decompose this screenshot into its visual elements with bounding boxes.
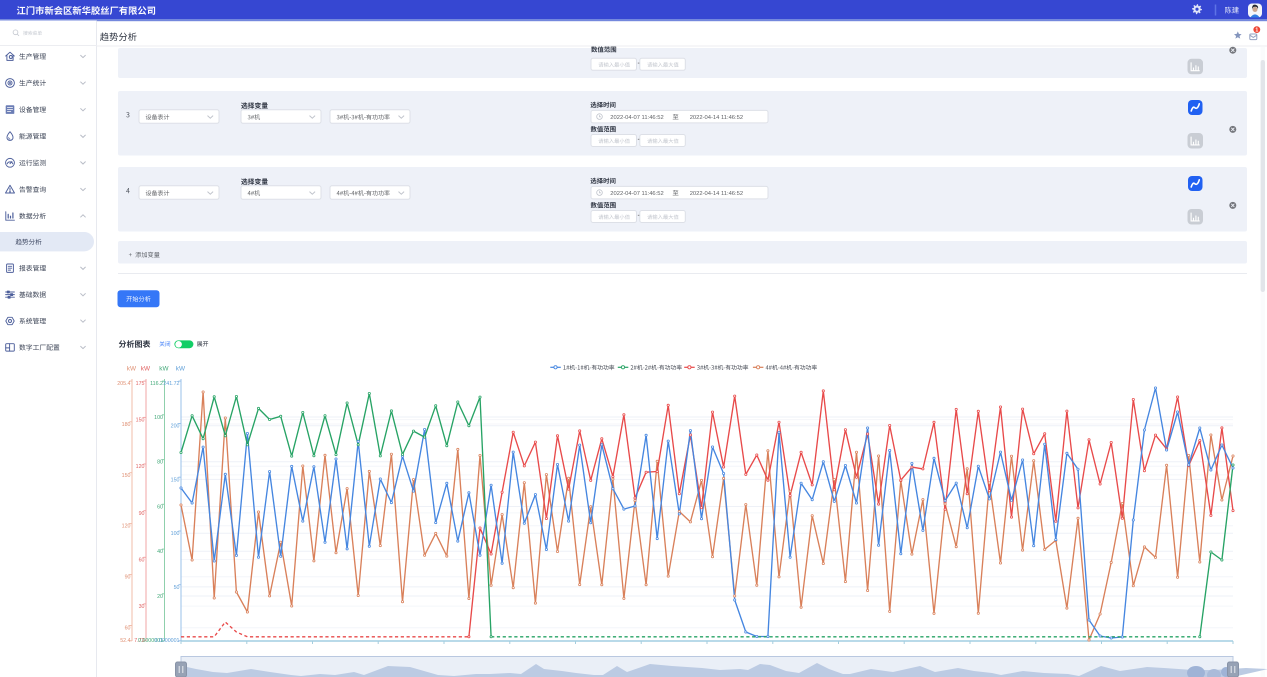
svg-text:100: 100 [154,415,163,421]
svg-text:241.72: 241.72 [163,381,179,387]
svg-text:52.4: 52.4 [120,638,130,644]
svg-text:50: 50 [174,585,180,591]
svg-text:0.0000001: 0.0000001 [154,638,179,644]
svg-text:120: 120 [122,524,131,530]
svg-text:kW: kW [176,366,186,373]
svg-text:150: 150 [171,477,180,483]
svg-text:2022-04-14 11:46:52: 2022-04-14 11:46:52 [690,115,743,121]
svg-text:2022-04-07 11:46:52: 2022-04-07 11:46:52 [610,115,663,121]
svg-text:180: 180 [122,422,131,428]
svg-text:116.2: 116.2 [150,381,163,387]
svg-text:90: 90 [139,511,145,517]
svg-text:120: 120 [136,464,145,470]
svg-text:30: 30 [139,604,145,610]
svg-text:60: 60 [139,557,145,563]
svg-text:200: 200 [171,424,180,430]
svg-text:20: 20 [157,594,163,600]
svg-text:205.4: 205.4 [117,381,130,387]
svg-text:80: 80 [157,460,163,466]
svg-text:2022-04-14 11:46:52: 2022-04-14 11:46:52 [690,191,743,197]
svg-text:150: 150 [136,418,145,424]
svg-text:kW: kW [141,366,151,373]
svg-text:40: 40 [157,549,163,555]
svg-text:1: 1 [1255,28,1258,34]
svg-text:150: 150 [122,473,131,479]
svg-text:7.72: 7.72 [134,638,144,644]
svg-text:60: 60 [157,504,163,510]
svg-text:100: 100 [171,531,180,537]
svg-text:60: 60 [125,626,131,632]
svg-text:0.0000001: 0.0000001 [138,638,163,644]
svg-text:kW: kW [159,366,169,373]
svg-text:175: 175 [136,381,145,387]
svg-text:2022-04-07 11:46:52: 2022-04-07 11:46:52 [610,191,663,197]
svg-text:90: 90 [125,575,131,581]
svg-text:kW: kW [127,366,137,373]
